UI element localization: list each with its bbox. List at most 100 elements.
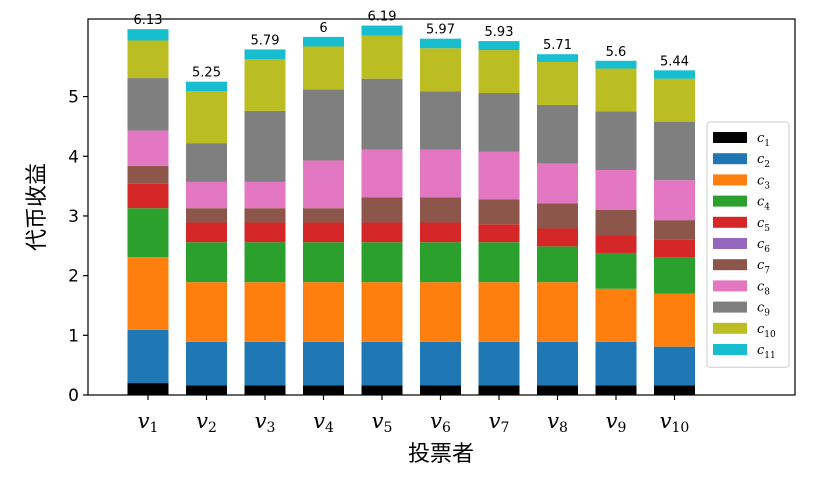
bar-segment-c9-v9 xyxy=(595,111,637,170)
bar-segment-c11-v8 xyxy=(537,54,578,62)
total-label: 6 xyxy=(319,21,327,36)
bar-segment-c5-v1 xyxy=(127,183,169,209)
bar-segment-c2-v3 xyxy=(244,341,286,386)
plot-frame xyxy=(87,18,796,396)
legend-swatch-c2 xyxy=(713,153,747,165)
legend-swatch-c10 xyxy=(713,322,747,334)
bar-segment-c11-v9 xyxy=(595,60,637,69)
bars-layer xyxy=(127,25,695,395)
bar-segment-c11-v2 xyxy=(186,81,227,92)
y-tick-label: 1 xyxy=(68,326,79,346)
bar-segment-c11-v1 xyxy=(127,29,169,41)
x-tick-label: v8 xyxy=(547,409,568,436)
bar-segment-c9-v2 xyxy=(186,143,227,182)
x-tick-label: v9 xyxy=(606,409,627,436)
bar-segment-c7-v5 xyxy=(361,197,403,223)
bar-segment-c7-v1 xyxy=(127,165,169,184)
bar-segment-c3-v4 xyxy=(303,282,344,342)
bar-segment-c3-v6 xyxy=(420,282,461,342)
bar-segment-c9-v7 xyxy=(478,93,520,152)
legend-swatch-c3 xyxy=(713,174,747,186)
bar-segment-c8-v4 xyxy=(303,160,344,209)
bar-segment-c4-v10 xyxy=(654,257,695,294)
legend-label-c10: c10 xyxy=(757,322,776,340)
bar-segment-c10-v6 xyxy=(420,48,461,92)
bar-segment-c8-v8 xyxy=(537,163,578,204)
bar-segment-c8-v9 xyxy=(595,170,637,210)
total-label: 5.97 xyxy=(426,23,455,38)
x-tick-label: v3 xyxy=(255,409,276,436)
x-tick-label: v1 xyxy=(138,409,159,436)
bar-segment-c1-v8 xyxy=(537,385,578,395)
bar-segment-c2-v7 xyxy=(478,341,520,386)
legend-label-c11: c11 xyxy=(757,343,776,361)
bar-segment-c7-v7 xyxy=(478,199,520,225)
legend-swatch-c6 xyxy=(713,238,747,249)
bar-segment-c2-v6 xyxy=(420,341,461,386)
bar-segment-c3-v5 xyxy=(361,282,403,342)
legend-swatch-c5 xyxy=(713,216,747,228)
legend: c1 c2 c3 c4 c5 c6 c7 c8 c9 c10 c11 xyxy=(706,121,790,368)
bar-segment-c2-v1 xyxy=(127,329,169,384)
total-label: 6.13 xyxy=(134,13,163,28)
bar-segment-c5-v9 xyxy=(595,235,637,253)
bar-segment-c10-v7 xyxy=(478,50,520,93)
legend-swatch-c8 xyxy=(713,280,747,292)
bar-segment-c10-v3 xyxy=(244,58,286,111)
bar-segment-c4-v2 xyxy=(186,242,227,283)
bar-segment-c3-v3 xyxy=(244,282,286,342)
bar-segment-c8-v2 xyxy=(186,181,227,209)
bar-segment-c4-v5 xyxy=(361,242,403,283)
x-tick-label: v5 xyxy=(372,409,393,436)
bar-segment-c2-v4 xyxy=(303,341,344,386)
legend-swatch-c9 xyxy=(713,301,747,313)
bar-segment-c7-v2 xyxy=(186,208,227,223)
bar-segment-c9-v4 xyxy=(303,89,344,161)
bar-segment-c11-v6 xyxy=(420,38,461,49)
total-label: 5.71 xyxy=(543,38,572,53)
bar-segment-c3-v7 xyxy=(478,282,520,342)
bar-segment-c11-v5 xyxy=(361,25,403,36)
bar-segment-c3-v10 xyxy=(654,293,695,347)
bar-segment-c8-v10 xyxy=(654,180,695,221)
bar-segment-c9-v3 xyxy=(244,110,286,182)
y-tick-label: 2 xyxy=(68,267,79,287)
bar-segment-c8-v1 xyxy=(127,130,169,166)
bar-segment-c4-v7 xyxy=(478,242,520,283)
bar-segment-c10-v9 xyxy=(595,68,637,112)
total-label: 6.19 xyxy=(368,10,397,25)
x-tick-label: v6 xyxy=(430,409,451,436)
x-tick-label: v7 xyxy=(489,409,510,436)
bar-segment-c5-v5 xyxy=(361,222,403,243)
bar-segment-c2-v2 xyxy=(186,341,227,386)
bar-segment-c8-v6 xyxy=(420,149,461,198)
bar-segment-c1-v7 xyxy=(478,385,520,395)
x-tick-label: v4 xyxy=(313,409,334,436)
total-labels-layer: 6.13 5.25 5.79 6 6.19 5.97 5.93 5.71 5.6 5.44 xyxy=(134,10,689,81)
bar-segment-c4-v3 xyxy=(244,242,286,283)
bar-segment-c7-v4 xyxy=(303,208,344,223)
x-tick-label: v2 xyxy=(196,409,217,436)
bar-segment-c7-v6 xyxy=(420,197,461,223)
x-axis-title: 投票者 xyxy=(408,442,474,467)
bar-segment-c8-v3 xyxy=(244,181,286,209)
bar-segment-c8-v5 xyxy=(361,149,403,198)
bar-segment-c3-v8 xyxy=(537,282,578,342)
bar-segment-c5-v6 xyxy=(420,222,461,243)
total-label: 5.6 xyxy=(606,45,627,60)
bar-segment-c3-v2 xyxy=(186,282,227,342)
bar-segment-c9-v1 xyxy=(127,78,169,131)
bar-segment-c5-v4 xyxy=(303,222,344,243)
bar-segment-c5-v7 xyxy=(478,224,520,243)
bar-segment-c7-v8 xyxy=(537,203,578,229)
bar-segment-c10-v4 xyxy=(303,46,344,90)
bar-segment-c10-v2 xyxy=(186,91,227,144)
bar-segment-c1-v6 xyxy=(420,385,461,395)
total-label: 5.25 xyxy=(192,66,221,81)
bar-segment-c2-v9 xyxy=(595,341,637,386)
legend-swatch-c11 xyxy=(713,344,747,355)
bar-segment-c10-v8 xyxy=(537,61,578,105)
bar-segment-c2-v10 xyxy=(654,346,695,386)
